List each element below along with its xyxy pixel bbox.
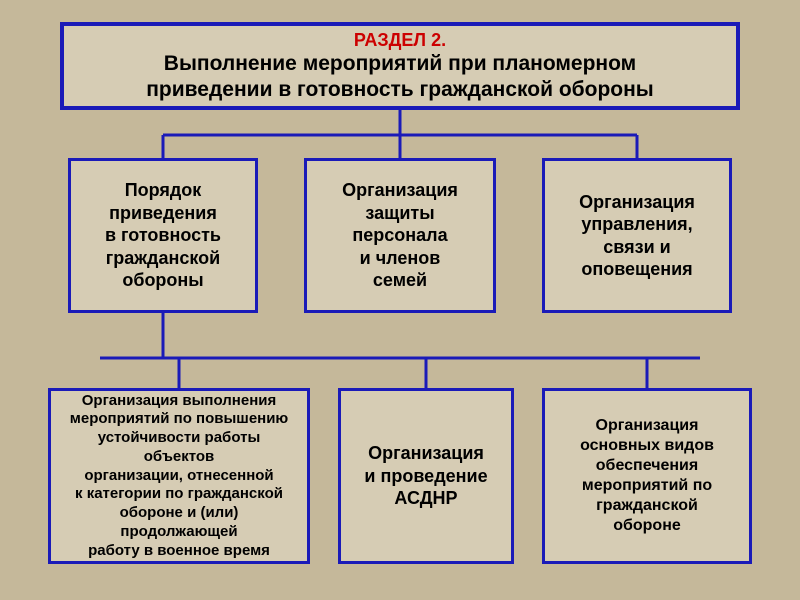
section-label: РАЗДЕЛ 2. [354,29,446,52]
row1-node-1-line-0: Организация [342,179,458,202]
row2-node-2-line-3: мероприятий по [582,476,712,496]
row1-node-2: Организацияуправления,связи иоповещения [542,158,732,313]
row1-node-1-line-3: и членов [360,247,441,270]
row1-node-0: Порядокприведенияв готовностьгражданской… [68,158,258,313]
row1-node-1-line-4: семей [373,269,427,292]
section-title-line1: Выполнение мероприятий при планомерном [164,51,636,77]
row2-node-0-line-5: обороне и (или) продолжающей [61,504,297,542]
row2-node-0-line-4: к категории по гражданской [75,485,283,504]
row2-node-0-line-1: мероприятий по повышению [70,410,289,429]
row1-node-0-line-1: приведения [109,202,217,225]
row2-node-0-line-2: устойчивости работы объектов [61,429,297,467]
header-box: РАЗДЕЛ 2.Выполнение мероприятий при план… [60,22,740,110]
row2-node-2: Организацияосновных видовобеспечениямеро… [542,388,752,564]
row2-node-1-line-2: АСДНР [394,487,457,510]
row1-node-2-line-1: управления, [581,213,692,236]
row1-node-0-line-3: гражданской [106,247,220,270]
row2-node-0-line-6: работу в военное время [88,542,270,561]
row1-node-0-line-2: в готовность [105,224,221,247]
row2-node-2-line-1: основных видов [580,436,714,456]
row2-node-1-line-1: и проведение [364,465,487,488]
row2-node-1-line-0: Организация [368,442,484,465]
row1-node-0-line-0: Порядок [125,179,202,202]
row2-node-2-line-0: Организация [596,416,699,436]
row1-node-1: Организациязащитыперсоналаи членовсемей [304,158,496,313]
row1-node-1-line-2: персонала [352,224,447,247]
row2-node-0-line-0: Организация выполнения [82,392,277,411]
row1-node-1-line-1: защиты [365,202,434,225]
row1-node-2-line-0: Организация [579,191,695,214]
section-title-line2: приведении в готовность гражданской обор… [146,77,654,103]
row2-node-0: Организация выполнениямероприятий по пов… [48,388,310,564]
row2-node-2-line-2: обеспечения [596,456,698,476]
diagram-canvas: РАЗДЕЛ 2.Выполнение мероприятий при план… [0,0,800,600]
row1-node-2-line-3: оповещения [581,258,692,281]
row2-node-0-line-3: организации, отнесенной [84,467,273,486]
row2-node-2-line-5: обороне [613,516,681,536]
row2-node-2-line-4: гражданской [596,496,698,516]
row1-node-0-line-4: обороны [122,269,203,292]
row2-node-1: Организацияи проведениеАСДНР [338,388,514,564]
row1-node-2-line-2: связи и [603,236,670,259]
